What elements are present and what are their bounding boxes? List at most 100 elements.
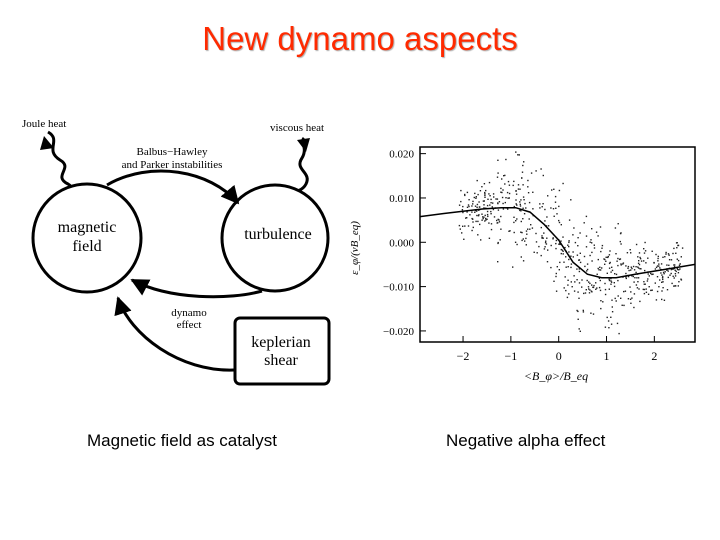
scatter-point [656,290,659,293]
scatter-point [617,223,619,225]
scatter-point [586,263,589,265]
scatter-point [475,220,477,223]
x-axis-ticks: −2 −1 0 1 2 [457,336,657,363]
scatter-point [650,289,652,292]
scatter-point [513,180,515,183]
scatter-point [678,269,680,271]
scatter-point [633,293,636,295]
scatter-point [521,177,523,179]
scatter-point [536,252,538,254]
scatter-point [492,208,495,211]
scatter-point [568,293,570,295]
x-tick-label: 1 [604,349,610,363]
scatter-point [517,154,519,156]
scatter-point [482,217,484,220]
scatter-point [502,189,504,191]
scatter-point [579,232,581,234]
turbulence-label: turbulence [244,226,312,243]
scatter-point [535,232,537,235]
scatter-point [658,263,660,265]
scatter-point [500,191,502,193]
scatter-point [598,277,601,279]
scatter-point [578,297,580,299]
scatter-point [497,159,499,161]
scatter-point [631,297,633,299]
scatter-point [558,219,560,222]
scatter-point [466,211,468,213]
scatter-point [590,312,592,314]
scatter-point [651,289,653,291]
scatter-point [544,246,546,248]
scatter-point [599,279,601,282]
scatter-point [577,310,579,313]
scatter-point [609,250,611,252]
scatter-point [461,232,463,234]
scatter-point [523,161,525,163]
scatter-point [563,287,565,289]
scatter-point [550,244,552,247]
scatter-point [629,298,632,300]
viscous-heat-label: viscous heat [270,122,324,134]
scatter-point [613,285,616,288]
scatter-point [466,191,469,194]
scatter-point [637,267,640,269]
scatter-point [567,279,569,281]
scatter-point [477,220,479,223]
plot-frame [419,146,696,343]
scatter-point [610,277,612,280]
scatter-point [507,180,510,183]
scatter-point [522,207,524,209]
scatter-point [592,313,595,315]
scatter-point [527,228,529,230]
scatter-point [680,278,682,280]
scatter-point [520,199,522,201]
scatter-point [466,217,468,219]
scatter-point [517,188,520,190]
scatter-point [481,219,483,221]
scatter-point [679,263,681,265]
scatter-point [572,251,574,253]
scatter-point [565,266,567,268]
scatter-point [651,250,653,252]
scatter-point [552,238,554,240]
scatter-point [554,195,557,198]
scatter-point [582,311,585,313]
scatter-point [656,265,659,267]
scatter-point [617,264,619,267]
scatter-point [476,203,479,206]
scatter-point [587,286,590,288]
scatter-point [638,260,640,262]
scatter-point [467,225,470,227]
scatter-point [490,202,492,204]
scatter-point [662,271,665,274]
scatter-point [496,198,499,200]
scatter-point [662,278,664,281]
scatter-point [578,282,581,284]
scatter-point [531,227,534,229]
scatter-point [488,181,491,184]
scatter-point [677,285,679,287]
scatter-point [585,215,588,218]
scatter-point [662,276,664,278]
scatter-point [678,264,681,266]
scatter-point [589,289,591,291]
scatter-point [496,222,498,224]
scatter-point [661,281,663,283]
scatter-point [617,295,619,297]
scatter-point [477,193,479,196]
scatter-point [553,215,555,217]
scatter-point [593,244,595,246]
scatter-point [528,201,531,204]
scatter-point [519,188,521,190]
scatter-point [478,214,480,216]
scatter-point [601,267,603,269]
scatter-point [672,268,674,270]
scatter-point [652,273,654,275]
scatter-point [538,245,540,248]
scatter-point [674,269,676,271]
scatter-point [608,254,611,256]
scatter-point [664,271,666,273]
scatter-point [609,261,611,264]
scatter-point [568,251,570,253]
